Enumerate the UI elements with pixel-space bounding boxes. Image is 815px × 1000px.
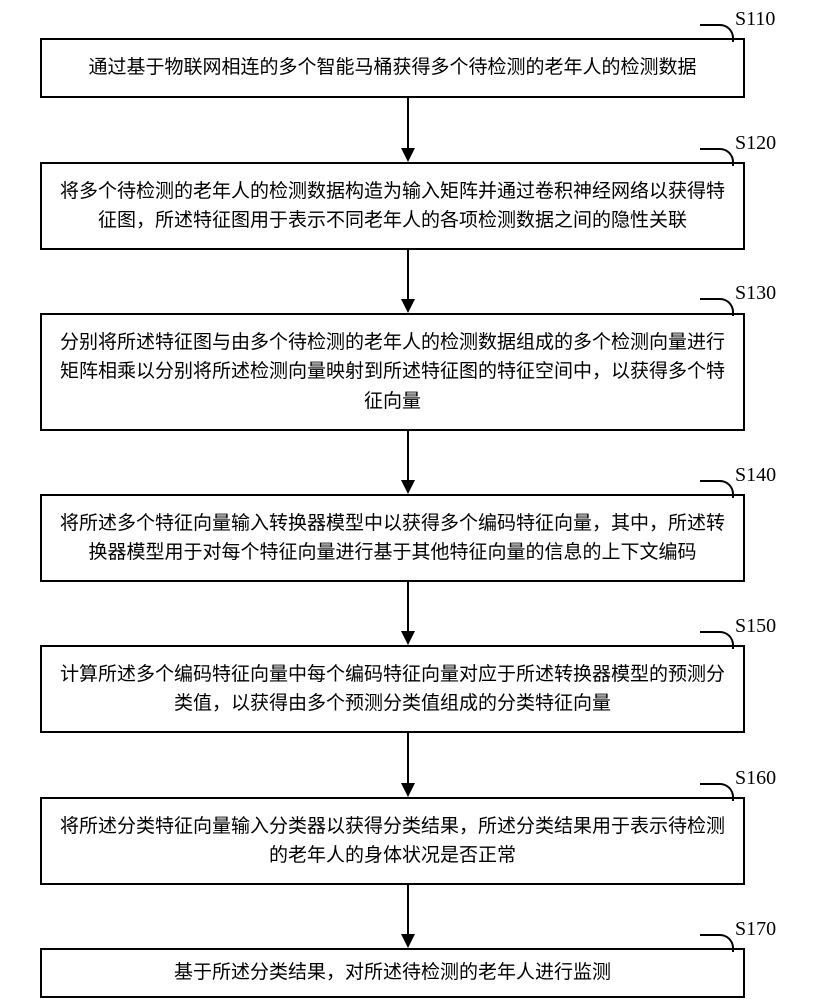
step-box-s160: 将所述分类特征向量输入分类器以获得分类结果，所述分类结果用于表示待检测的老年人的… bbox=[40, 797, 745, 885]
arrow-line bbox=[407, 582, 409, 631]
step-label-s160: S160 bbox=[735, 767, 776, 790]
step-label-s140: S140 bbox=[735, 464, 776, 487]
step-box-s120: 将多个待检测的老年人的检测数据构造为输入矩阵并通过卷积神经网络以获得特征图，所述… bbox=[40, 162, 745, 250]
step-text: 计算所述多个编码特征向量中每个编码特征向量对应于所述转换器模型的预测分类值，以获… bbox=[56, 660, 729, 719]
step-box-s170: 基于所述分类结果，对所述待检测的老年人进行监测 bbox=[40, 948, 745, 998]
step-label-s170: S170 bbox=[735, 918, 776, 941]
step-box-s140: 将所述多个特征向量输入转换器模型中以获得多个编码特征向量，其中，所述转换器模型用… bbox=[40, 494, 745, 582]
step-box-s110: 通过基于物联网相连的多个智能马桶获得多个待检测的老年人的检测数据 bbox=[40, 38, 745, 98]
step-label-s150: S150 bbox=[735, 615, 776, 638]
arrow-line bbox=[407, 885, 409, 934]
label-connector bbox=[700, 480, 734, 498]
flowchart-canvas: 通过基于物联网相连的多个智能马桶获得多个待检测的老年人的检测数据 S110 将多个待… bbox=[0, 0, 815, 1000]
step-label-s110: S110 bbox=[735, 8, 775, 31]
label-connector bbox=[700, 934, 734, 952]
step-text: 分别将所述特征图与由多个待检测的老年人的检测数据组成的多个检测向量进行矩阵相乘以… bbox=[56, 328, 729, 416]
arrow-line bbox=[407, 98, 409, 148]
arrow-head-icon bbox=[401, 148, 415, 162]
step-text: 将所述多个特征向量输入转换器模型中以获得多个编码特征向量，其中，所述转换器模型用… bbox=[56, 509, 729, 568]
step-text: 基于所述分类结果，对所述待检测的老年人进行监测 bbox=[174, 958, 611, 987]
arrow-line bbox=[407, 250, 409, 299]
label-connector bbox=[700, 783, 734, 801]
arrow-line bbox=[407, 733, 409, 783]
label-connector bbox=[700, 24, 734, 42]
arrow-line bbox=[407, 431, 409, 480]
step-text: 将所述分类特征向量输入分类器以获得分类结果，所述分类结果用于表示待检测的老年人的… bbox=[56, 812, 729, 871]
arrow-head-icon bbox=[401, 934, 415, 948]
step-text: 将多个待检测的老年人的检测数据构造为输入矩阵并通过卷积神经网络以获得特征图，所述… bbox=[56, 177, 729, 236]
arrow-head-icon bbox=[401, 480, 415, 494]
arrow-head-icon bbox=[401, 631, 415, 645]
label-connector bbox=[700, 298, 734, 316]
step-label-s120: S120 bbox=[735, 132, 776, 155]
step-label-s130: S130 bbox=[735, 282, 776, 305]
arrow-head-icon bbox=[401, 299, 415, 313]
label-connector bbox=[700, 631, 734, 649]
label-connector bbox=[700, 148, 734, 166]
step-box-s130: 分别将所述特征图与由多个待检测的老年人的检测数据组成的多个检测向量进行矩阵相乘以… bbox=[40, 313, 745, 431]
step-box-s150: 计算所述多个编码特征向量中每个编码特征向量对应于所述转换器模型的预测分类值，以获… bbox=[40, 645, 745, 733]
step-text: 通过基于物联网相连的多个智能马桶获得多个待检测的老年人的检测数据 bbox=[88, 53, 696, 82]
arrow-head-icon bbox=[401, 783, 415, 797]
